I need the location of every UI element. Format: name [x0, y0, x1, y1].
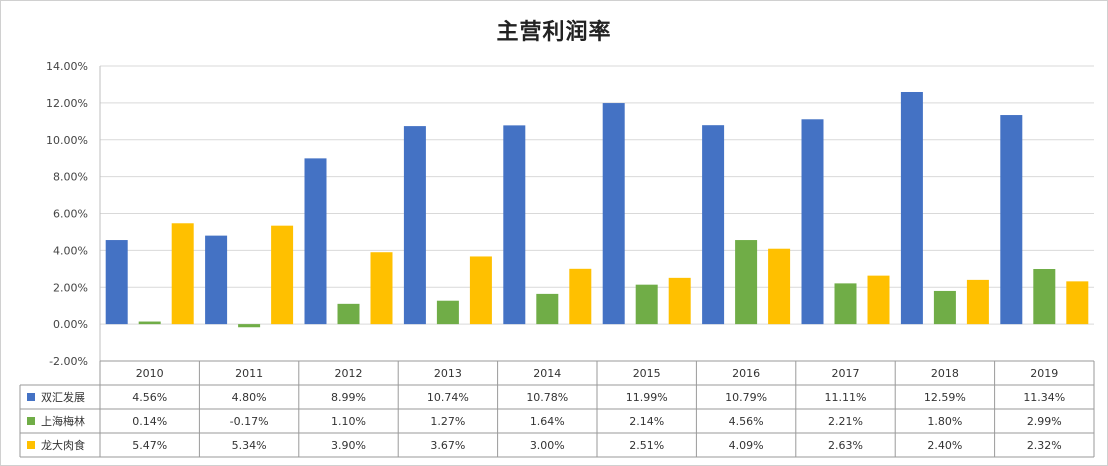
- data-label: 8.99%: [331, 391, 366, 404]
- data-label: 10.74%: [427, 391, 469, 404]
- data-label: 2.63%: [828, 439, 863, 452]
- data-label: 10.78%: [526, 391, 568, 404]
- bar-1-2016: [702, 125, 725, 325]
- bar-1-2017: [801, 119, 824, 325]
- bar-3-2017: [867, 275, 890, 325]
- bar-2-2013: [436, 300, 459, 325]
- bar-1-2019: [1000, 115, 1023, 325]
- x-tick-label: 2013: [434, 367, 462, 380]
- bar-2-2018: [933, 290, 956, 325]
- data-label: 1.80%: [927, 415, 962, 428]
- x-tick-label: 2017: [832, 367, 860, 380]
- data-label: 12.59%: [924, 391, 966, 404]
- data-label: 11.99%: [626, 391, 668, 404]
- data-label: 2.40%: [927, 439, 962, 452]
- x-tick-label: 2012: [335, 367, 363, 380]
- data-label: 4.56%: [729, 415, 764, 428]
- data-label: 4.80%: [232, 391, 267, 404]
- data-label: 4.56%: [132, 391, 167, 404]
- legend-swatch-2: [27, 417, 35, 425]
- x-tick-label: 2015: [633, 367, 661, 380]
- data-label: 3.00%: [530, 439, 565, 452]
- bar-2-2019: [1033, 268, 1056, 325]
- data-label: 2.21%: [828, 415, 863, 428]
- data-label: 2.99%: [1027, 415, 1062, 428]
- data-label: 3.90%: [331, 439, 366, 452]
- bar-3-2016: [768, 248, 791, 325]
- bar-3-2018: [966, 279, 989, 325]
- legend-entry-3: 龙大肉食: [41, 438, 85, 452]
- bar-1-2014: [503, 125, 526, 325]
- bar-1-2013: [403, 126, 426, 325]
- bar-2-2017: [834, 283, 857, 325]
- bar-3-2012: [370, 252, 393, 325]
- bar-3-2013: [469, 256, 492, 325]
- bar-2-2010: [138, 321, 161, 325]
- bar-2-2016: [735, 240, 758, 325]
- bar-2-2011: [238, 324, 261, 328]
- bar-3-2019: [1066, 281, 1089, 325]
- y-tick-label: 14.00%: [46, 60, 88, 73]
- data-label: 1.27%: [430, 415, 465, 428]
- y-tick-label: 10.00%: [46, 134, 88, 147]
- legend-entry-1: 双汇发展: [41, 390, 85, 404]
- bar-2-2015: [635, 284, 658, 325]
- x-tick-label: 2018: [931, 367, 959, 380]
- bar-1-2011: [205, 235, 228, 325]
- data-label: 4.09%: [729, 439, 764, 452]
- y-tick-label: 2.00%: [53, 281, 88, 294]
- data-label: 2.51%: [629, 439, 664, 452]
- data-label: -0.17%: [230, 415, 269, 428]
- data-label: 11.11%: [825, 391, 867, 404]
- x-tick-label: 2011: [235, 367, 263, 380]
- bar-3-2011: [271, 225, 294, 325]
- bar-1-2010: [105, 240, 128, 325]
- data-label: 5.34%: [232, 439, 267, 452]
- bar-3-2014: [569, 268, 592, 325]
- bar-1-2018: [900, 91, 923, 325]
- bar-1-2012: [304, 158, 327, 325]
- y-tick-label: 4.00%: [53, 244, 88, 257]
- bar-2-2012: [337, 303, 360, 325]
- chart-title: 主营利润率: [496, 20, 612, 45]
- x-tick-label: 2014: [533, 367, 561, 380]
- data-label: 10.79%: [725, 391, 767, 404]
- y-tick-label: 6.00%: [53, 208, 88, 221]
- bar-3-2015: [668, 277, 691, 325]
- y-tick-label: -2.00%: [49, 355, 88, 368]
- data-label: 1.10%: [331, 415, 366, 428]
- data-label: 0.14%: [132, 415, 167, 428]
- legend-entry-2: 上海梅林: [41, 414, 85, 428]
- data-label: 1.64%: [530, 415, 565, 428]
- legend-swatch-3: [27, 441, 35, 449]
- bar-1-2015: [602, 103, 625, 325]
- data-label: 11.34%: [1023, 391, 1065, 404]
- data-label: 2.32%: [1027, 439, 1062, 452]
- data-label: 3.67%: [430, 439, 465, 452]
- y-tick-label: 8.00%: [53, 171, 88, 184]
- legend-swatch-1: [27, 393, 35, 401]
- y-tick-label: 12.00%: [46, 97, 88, 110]
- x-tick-label: 2019: [1030, 367, 1058, 380]
- x-tick-label: 2016: [732, 367, 760, 380]
- data-label: 5.47%: [132, 439, 167, 452]
- data-label: 2.14%: [629, 415, 664, 428]
- y-tick-label: 0.00%: [53, 318, 88, 331]
- bar-3-2010: [171, 223, 194, 325]
- x-tick-label: 2010: [136, 367, 164, 380]
- bar-2-2014: [536, 293, 559, 325]
